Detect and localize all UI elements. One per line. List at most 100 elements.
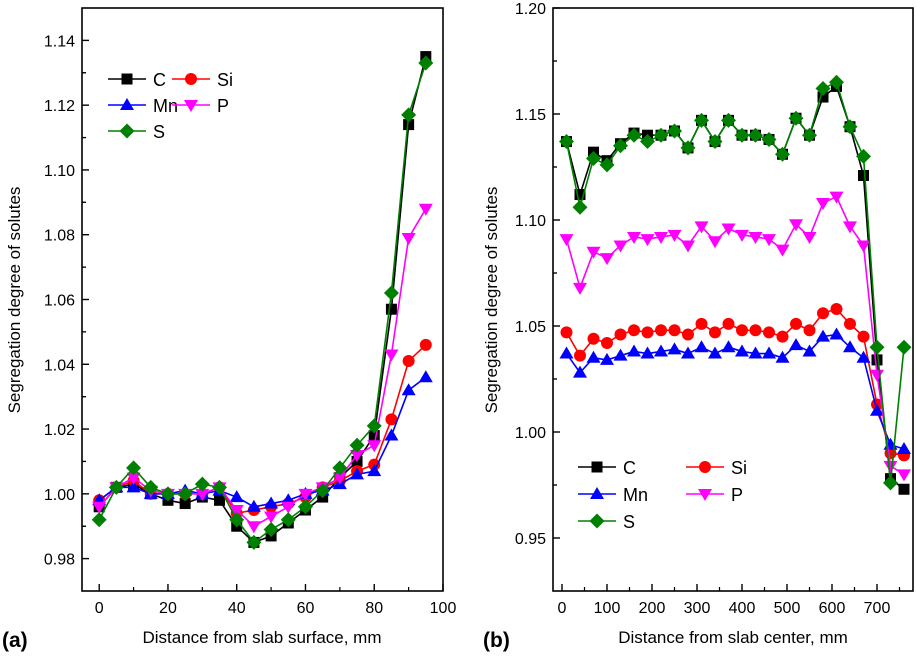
data-point xyxy=(212,479,228,495)
data-point xyxy=(734,127,750,143)
data-point xyxy=(844,317,856,330)
x-tick-label: 20 xyxy=(159,600,177,617)
y-tick-label: 1.02 xyxy=(44,422,75,439)
data-point xyxy=(694,221,709,234)
data-point xyxy=(843,340,857,353)
data-point xyxy=(384,428,399,441)
data-point xyxy=(897,441,911,454)
data-point xyxy=(695,317,708,330)
data-point xyxy=(641,326,654,339)
data-point xyxy=(349,437,365,453)
data-point xyxy=(815,81,831,97)
data-point xyxy=(682,328,694,341)
chart-panel-b: (b) Distance from slab center, mm Segreg… xyxy=(482,1,914,652)
data-point xyxy=(788,110,804,126)
x-axis-title-a: Distance from slab surface, mm xyxy=(142,628,381,647)
data-point xyxy=(601,336,613,349)
legend-label: S xyxy=(153,122,165,142)
data-point xyxy=(587,332,600,345)
legend-item-p: P xyxy=(172,96,229,116)
data-point xyxy=(560,326,573,339)
data-point xyxy=(401,383,416,396)
data-point xyxy=(708,236,722,249)
legend-label: C xyxy=(623,458,636,478)
data-point xyxy=(281,501,296,514)
data-point xyxy=(574,189,586,201)
legend-label: P xyxy=(217,96,229,116)
y-tick-label: 1.05 xyxy=(515,319,546,336)
y-tick-label: 1.04 xyxy=(44,357,75,374)
data-point xyxy=(160,486,176,502)
data-point xyxy=(246,499,261,512)
data-point xyxy=(573,365,587,378)
data-point xyxy=(418,55,434,71)
data-point xyxy=(401,107,417,123)
data-point xyxy=(680,140,696,156)
legend-label: Si xyxy=(731,458,747,478)
data-point xyxy=(707,134,723,150)
data-point xyxy=(735,229,749,242)
data-point xyxy=(871,354,883,366)
legend-item-si: Si xyxy=(172,70,233,90)
series-mn xyxy=(559,327,911,454)
data-point xyxy=(775,146,790,162)
data-point xyxy=(653,127,669,143)
legend-label: Si xyxy=(217,70,233,90)
data-point xyxy=(857,330,870,343)
data-point xyxy=(883,475,898,491)
data-point xyxy=(640,234,655,247)
data-point xyxy=(858,169,869,181)
data-point xyxy=(736,324,748,337)
y-tick-label: 1.12 xyxy=(44,98,75,115)
data-point xyxy=(762,234,776,247)
legend-item-si: Si xyxy=(686,458,747,478)
data-point xyxy=(246,534,262,550)
data-point xyxy=(721,340,736,353)
data-point xyxy=(640,346,655,359)
chart-panel-a: (a) Distance from slab surface, mm Segre… xyxy=(2,7,456,652)
data-point xyxy=(789,338,803,351)
data-point xyxy=(870,403,884,416)
x-tick-label: 200 xyxy=(639,600,666,617)
series-p xyxy=(559,191,911,482)
data-point xyxy=(694,112,709,128)
x-axis-title-b: Distance from slab center, mm xyxy=(618,628,848,647)
legend-marker xyxy=(589,513,605,529)
data-point xyxy=(91,512,107,528)
data-point xyxy=(694,340,709,353)
data-point xyxy=(195,488,210,501)
series-mn xyxy=(92,370,433,512)
data-point xyxy=(856,240,871,253)
data-point xyxy=(628,324,640,337)
data-point xyxy=(748,231,763,244)
data-point xyxy=(403,119,415,131)
data-point xyxy=(789,219,803,232)
data-point xyxy=(586,151,601,167)
y-axis-title-a: Segregation degree of solutes xyxy=(5,187,24,414)
data-point xyxy=(816,329,830,342)
data-point xyxy=(816,198,830,211)
data-point xyxy=(264,511,279,524)
legend-marker xyxy=(699,461,711,473)
panel-label-b: (b) xyxy=(483,629,510,652)
data-point xyxy=(401,232,416,245)
data-point xyxy=(613,138,628,154)
data-point xyxy=(748,127,763,143)
data-point xyxy=(654,231,668,244)
data-point xyxy=(869,339,885,355)
legend-item-mn: Mn xyxy=(578,485,648,505)
data-point xyxy=(332,460,348,476)
data-point xyxy=(748,346,763,359)
data-point xyxy=(350,449,365,462)
data-point xyxy=(600,352,614,365)
data-point xyxy=(870,369,884,382)
data-point xyxy=(383,285,399,301)
x-tick-label: 700 xyxy=(864,600,891,617)
data-point xyxy=(762,346,776,359)
series-c xyxy=(93,51,432,548)
y-tick-label: 1.10 xyxy=(44,163,75,180)
data-point xyxy=(419,338,432,351)
x-tick-label: 0 xyxy=(95,600,104,617)
data-point xyxy=(332,472,347,485)
plot-frame-b xyxy=(552,7,914,592)
